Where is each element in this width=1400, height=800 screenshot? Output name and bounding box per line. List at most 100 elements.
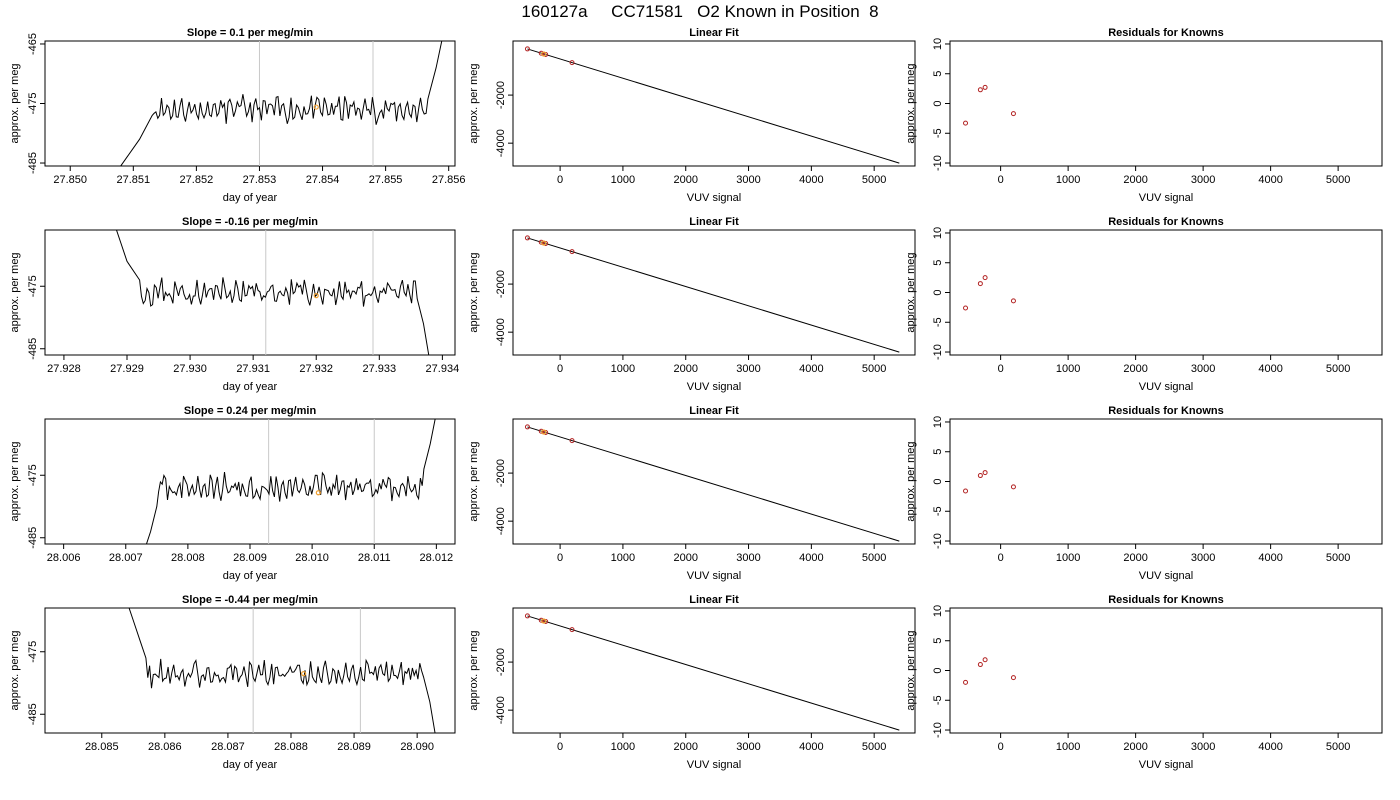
- y-tick-label: 5: [932, 638, 944, 644]
- x-tick-label: 28.090: [400, 741, 434, 753]
- y-tick-label: -5: [932, 317, 944, 327]
- known-point: [569, 627, 575, 633]
- y-axis-label: approx. per meg: [9, 441, 21, 521]
- y-tick-label: 0: [932, 289, 944, 295]
- x-tick-label: 5000: [862, 363, 886, 375]
- residual-point: [977, 473, 983, 479]
- y-tick-label: 5: [932, 71, 944, 77]
- x-tick-label: 27.928: [47, 363, 81, 375]
- x-tick-label: 0: [998, 174, 1004, 186]
- y-tick-label: -475: [27, 275, 39, 297]
- x-tick-label: 5000: [862, 741, 886, 753]
- y-axis-label: approx. per meg: [905, 630, 917, 710]
- x-tick-label: 28.088: [274, 741, 308, 753]
- plot-title: Residuals for Knowns: [1108, 594, 1224, 606]
- y-tick-label: -4000: [495, 507, 507, 535]
- plot-area: [145, 419, 436, 544]
- plot-title: Slope = 0.24 per meg/min: [184, 405, 317, 417]
- sample-point: [301, 671, 307, 677]
- x-tick-label: 27.850: [53, 174, 87, 186]
- panel-resid-4: Residuals for Knowns VUV signal approx. pe…: [905, 594, 1383, 771]
- x-tick-label: 28.089: [337, 741, 371, 753]
- residual-point: [977, 662, 983, 668]
- x-tick-label: 5000: [1326, 174, 1350, 186]
- x-tick-label: 3000: [1191, 552, 1215, 564]
- x-tick-label: 27.852: [180, 174, 214, 186]
- panel-fit-4: Linear Fit VUV signal approx. per meg 0 1000…: [468, 594, 916, 771]
- x-tick-label: 27.934: [426, 363, 460, 375]
- plot-area: [963, 84, 1016, 126]
- plot-frame: [512, 607, 916, 734]
- plot-title: Slope = 0.1 per meg/min: [187, 27, 314, 39]
- residual-point: [982, 470, 988, 476]
- x-tick-label: 2000: [673, 174, 697, 186]
- sample-point: [541, 51, 547, 57]
- x-axis-label: VUV signal: [1139, 759, 1193, 771]
- y-tick-label: -10: [932, 344, 944, 360]
- x-axis-label: VUV signal: [1139, 381, 1193, 393]
- plot-area: [963, 275, 1016, 311]
- known-point: [538, 50, 544, 56]
- y-tick-label: 5: [932, 449, 944, 455]
- y-tick-label: -5: [932, 506, 944, 516]
- x-tick-label: 2000: [673, 741, 697, 753]
- x-axis-label: VUV signal: [687, 192, 741, 204]
- x-tick-label: 4000: [799, 552, 823, 564]
- sample-point: [313, 293, 319, 299]
- x-tick-label: 3000: [736, 363, 760, 375]
- x-tick-label: 0: [998, 363, 1004, 375]
- plot-area: [524, 235, 900, 353]
- x-tick-label: 2000: [1123, 741, 1147, 753]
- x-tick-label: 3000: [1191, 174, 1215, 186]
- y-tick-label: 10: [932, 605, 944, 617]
- x-tick-label: 28.011: [358, 552, 391, 564]
- plot-area: [963, 470, 1016, 494]
- plot-title: Slope = -0.44 per meg/min: [182, 594, 318, 606]
- x-tick-label: 3000: [736, 174, 760, 186]
- plot-frame: [949, 418, 1383, 545]
- residual-point: [977, 87, 983, 93]
- x-tick-label: 27.930: [173, 363, 207, 375]
- known-point: [538, 428, 544, 434]
- x-tick-label: 2000: [1123, 363, 1147, 375]
- y-tick-label: 0: [932, 478, 944, 484]
- plot-frame: [44, 229, 456, 356]
- x-tick-label: 27.856: [432, 174, 466, 186]
- panel-resid-2: Residuals for Knowns VUV signal approx. pe…: [905, 216, 1383, 393]
- x-tick-label: 4000: [1258, 174, 1282, 186]
- x-axis-label: day of year: [223, 192, 278, 204]
- y-tick-label: -485: [27, 152, 39, 174]
- signal-trace: [115, 230, 430, 355]
- x-tick-label: 27.931: [236, 363, 270, 375]
- y-tick-label: -10: [932, 722, 944, 738]
- known-point: [524, 424, 530, 430]
- y-tick-label: -465: [27, 33, 39, 55]
- x-tick-label: 28.007: [109, 552, 143, 564]
- x-tick-label: 1000: [611, 363, 635, 375]
- sample-point: [315, 490, 321, 496]
- plot-frame: [949, 607, 1383, 734]
- x-tick-label: 28.009: [233, 552, 267, 564]
- x-tick-label: 27.929: [110, 363, 144, 375]
- x-tick-label: 1000: [1056, 741, 1080, 753]
- x-tick-label: 3000: [1191, 741, 1215, 753]
- x-tick-label: 5000: [1326, 741, 1350, 753]
- y-tick-label: -475: [27, 464, 39, 486]
- x-axis-label: day of year: [223, 759, 278, 771]
- fit-line: [527, 426, 900, 542]
- residual-point: [1010, 298, 1016, 304]
- sample-point: [541, 429, 547, 435]
- plot-area: [963, 657, 1016, 685]
- plot-frame: [44, 607, 456, 734]
- x-tick-label: 3000: [1191, 363, 1215, 375]
- plot-area: [128, 608, 436, 733]
- y-tick-label: -485: [27, 527, 39, 549]
- y-tick-label: -485: [27, 338, 39, 360]
- x-tick-label: 28.008: [171, 552, 205, 564]
- plot-area: [524, 424, 900, 542]
- y-tick-label: -5: [932, 695, 944, 705]
- y-axis-label: approx. per meg: [468, 63, 480, 143]
- plot-area: [120, 41, 443, 166]
- y-axis-label: approx. per meg: [468, 630, 480, 710]
